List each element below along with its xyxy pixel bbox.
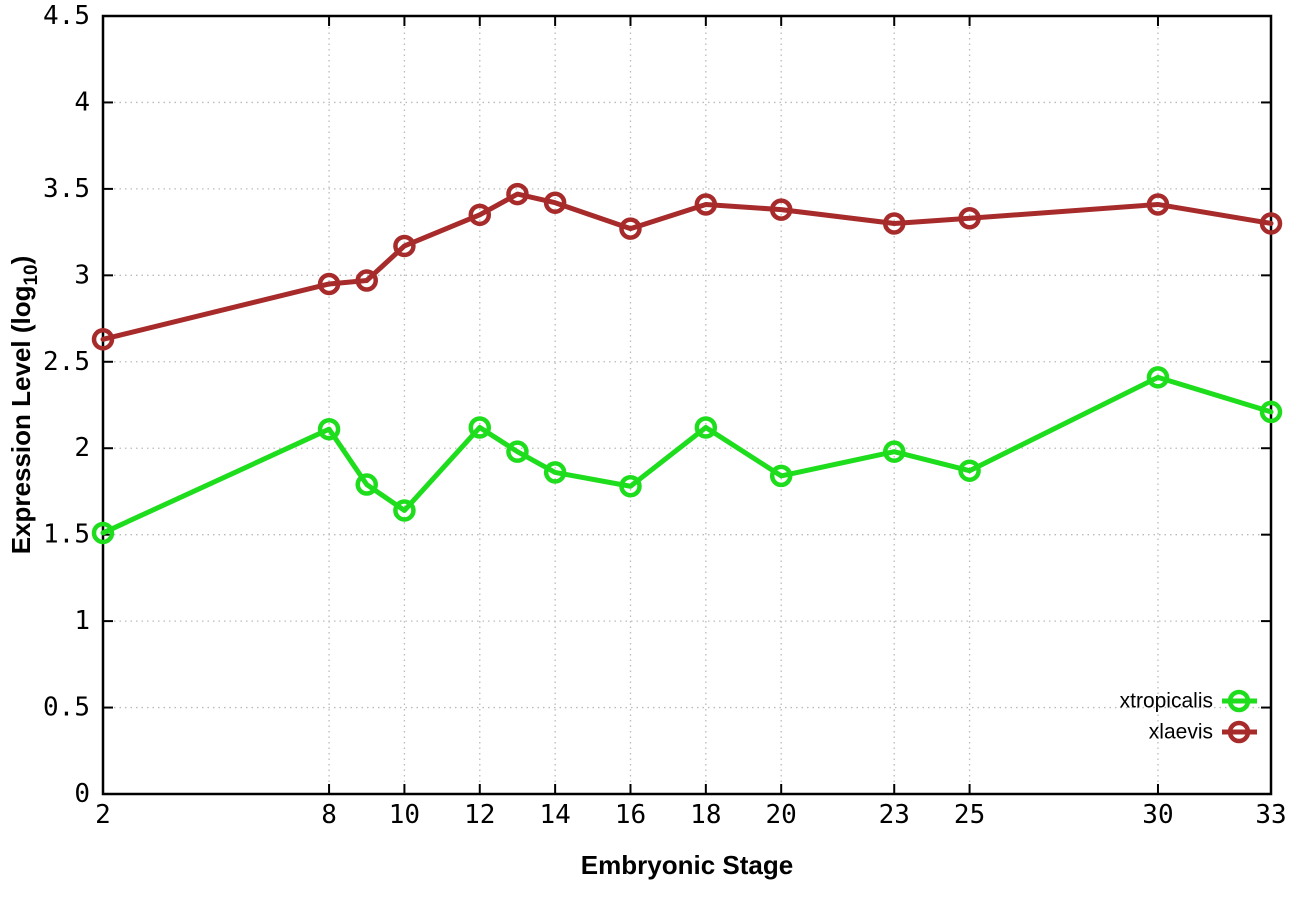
x-tick-label-25: 25 [954,800,985,830]
x-axis-title: Embryonic Stage [581,850,793,880]
x-tick-label-10: 10 [389,800,420,830]
y-tick-label-3: 3 [74,260,90,290]
x-tick-label-18: 18 [690,800,721,830]
data-point-xlaevis-14 [543,191,567,214]
data-point-xtropicalis-12 [468,416,492,439]
data-point-xlaevis-8 [317,272,341,296]
data-point-xtropicalis-25 [958,459,981,482]
data-point-xlaevis-30 [1146,193,1170,216]
data-point-xtropicalis-23 [882,440,906,463]
x-tick-label-33: 33 [1255,800,1286,830]
data-point-xlaevis-18 [694,193,718,216]
x-tick-label-12: 12 [464,800,495,830]
data-point-xlaevis-16 [619,217,642,240]
data-point-xlaevis-20 [769,198,793,221]
y-tick-label-0: 0 [74,779,90,809]
data-point-xtropicalis-30 [1146,366,1170,389]
y-tick-label-3.5: 3.5 [43,174,90,204]
data-point-xlaevis-23 [882,212,906,235]
legend-marker-xtropicalis [1227,689,1251,713]
data-point-xtropicalis-14 [543,461,567,484]
data-point-xtropicalis-18 [694,416,718,439]
x-tick-label-23: 23 [879,800,910,830]
data-point-xtropicalis-20 [769,464,793,488]
y-tick-label-0.5: 0.5 [43,693,90,723]
data-point-xtropicalis-33 [1259,400,1283,424]
legend-label-xtropicalis: xtropicalis [1120,690,1213,713]
series-line-xlaevis [100,191,1274,342]
data-point-xlaevis-2 [91,328,115,351]
x-tick-label-2: 2 [95,800,111,830]
x-tick-label-16: 16 [615,800,646,830]
legend-label-xlaevis: xlaevis [1149,721,1213,744]
y-tick-label-1: 1 [74,606,90,636]
data-point-xlaevis-9 [355,269,378,292]
x-tick-label-8: 8 [321,800,337,830]
y-axis-title: Expression Level (log10) [6,256,42,555]
data-point-xlaevis-25 [958,207,981,230]
y-tick-label-2: 2 [74,433,90,463]
data-point-xtropicalis-10 [393,499,416,522]
plot-border [101,14,1273,796]
x-tick-label-20: 20 [766,800,797,830]
data-point-xtropicalis-13 [506,440,529,463]
data-point-xtropicalis-16 [619,475,642,498]
data-point-xlaevis-13 [506,182,529,206]
y-tick-label-4.5: 4.5 [43,1,90,31]
data-point-xtropicalis-9 [355,473,378,496]
x-tick-label-30: 30 [1142,800,1173,830]
legend-marker-xlaevis [1227,720,1251,744]
y-tick-label-1.5: 1.5 [43,520,90,550]
y-tick-label-2.5: 2.5 [43,347,90,377]
data-point-xtropicalis-8 [317,417,341,441]
data-point-xtropicalis-2 [91,521,115,545]
x-tick-label-14: 14 [539,800,570,830]
data-point-xlaevis-12 [468,203,492,227]
data-point-xlaevis-10 [393,234,416,258]
data-point-xlaevis-33 [1259,212,1283,235]
y-tick-label-4: 4 [74,87,90,117]
series-line-xtropicalis [100,374,1274,536]
